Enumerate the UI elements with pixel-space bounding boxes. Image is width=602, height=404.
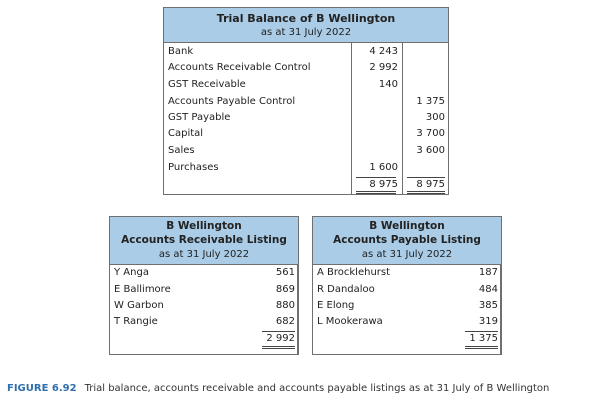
receivable-header: B Wellington Accounts Receivable Listing… xyxy=(110,217,298,265)
tb-row-label: GST Payable xyxy=(168,112,231,123)
tb-row-debit: 4 243 xyxy=(369,46,398,57)
tb-double-rule xyxy=(356,193,396,194)
figure-caption-text: Trial balance, accounts receivable and a… xyxy=(84,383,550,394)
tb-row-label: Accounts Payable Control xyxy=(168,96,296,107)
ap-double-rule xyxy=(465,346,498,347)
ap-row-value: 187 xyxy=(478,267,498,278)
tb-total-rule xyxy=(356,177,396,178)
ap-double-rule xyxy=(465,348,498,349)
ar-double-rule xyxy=(262,348,295,349)
tb-row-label: GST Receivable xyxy=(168,79,246,90)
receivable-subtitle: as at 31 July 2022 xyxy=(158,249,250,260)
tb-row-credit: 300 xyxy=(425,112,445,123)
ap-total-rule xyxy=(465,331,498,332)
trial-balance-title: Trial Balance of B Wellington xyxy=(216,12,396,25)
ar-row-label: W Garbon xyxy=(114,300,164,311)
tb-row-credit: 1 375 xyxy=(416,96,445,107)
figure-caption: FIGURE 6.92 Trial balance, accounts recei… xyxy=(7,383,549,394)
tb-total-rule xyxy=(407,177,445,178)
receivable-title-2: Accounts Receivable Listing xyxy=(121,234,287,246)
ap-row-label: R Dandaloo xyxy=(317,284,375,295)
payable-title-1: B Wellington xyxy=(369,220,445,232)
figure-label: FIGURE 6.92 xyxy=(7,383,77,394)
ap-row-label: E Elong xyxy=(317,300,355,311)
payable-title-2: Accounts Payable Listing xyxy=(333,234,481,246)
tb-double-rule xyxy=(407,191,445,192)
ar-row-value: 682 xyxy=(275,316,295,327)
ap-row-label: L Mookerawa xyxy=(317,316,383,327)
tb-row-label: Capital xyxy=(168,128,204,139)
payable-header: B Wellington Accounts Payable Listing as… xyxy=(313,217,501,265)
tb-total-credit: 8 975 xyxy=(416,179,445,190)
ap-row-value: 319 xyxy=(478,316,498,327)
ap-total: 1 375 xyxy=(469,333,498,344)
tb-row-credit: 3 700 xyxy=(416,128,445,139)
ap-column-divider xyxy=(500,265,501,354)
trial-balance-table: Trial Balance of B Wellington as at 31 J… xyxy=(163,7,449,195)
ar-total-rule xyxy=(262,331,295,332)
ar-row-value: 880 xyxy=(275,300,295,311)
tb-row-credit: 3 600 xyxy=(416,145,445,156)
receivable-title-1: B Wellington xyxy=(166,220,242,232)
ap-row-label: A Brocklehurst xyxy=(317,267,391,278)
receivable-listing-table: B Wellington Accounts Receivable Listing… xyxy=(109,216,299,355)
ap-row-value: 484 xyxy=(478,284,498,295)
tb-column-divider xyxy=(351,43,352,194)
tb-double-rule xyxy=(356,191,396,192)
trial-balance-header: Trial Balance of B Wellington as at 31 J… xyxy=(164,8,448,43)
ar-column-divider xyxy=(297,265,298,354)
ar-row-label: Y Anga xyxy=(114,267,149,278)
ar-row-value: 561 xyxy=(275,267,295,278)
ar-row-value: 869 xyxy=(275,284,295,295)
ar-total: 2 992 xyxy=(266,333,295,344)
tb-row-debit: 140 xyxy=(378,79,398,90)
tb-total-debit: 8 975 xyxy=(369,179,398,190)
ar-row-label: T Rangie xyxy=(114,316,158,327)
ar-double-rule xyxy=(262,346,295,347)
tb-row-label: Purchases xyxy=(168,162,219,173)
ap-row-value: 385 xyxy=(478,300,498,311)
ar-row-label: E Ballimore xyxy=(114,284,171,295)
tb-row-debit: 1 600 xyxy=(369,162,398,173)
tb-row-debit: 2 992 xyxy=(369,62,398,73)
trial-balance-subtitle: as at 31 July 2022 xyxy=(260,27,352,38)
payable-subtitle: as at 31 July 2022 xyxy=(361,249,453,260)
payable-listing-table: B Wellington Accounts Payable Listing as… xyxy=(312,216,502,355)
tb-double-rule xyxy=(407,193,445,194)
tb-row-label: Accounts Receivable Control xyxy=(168,62,311,73)
tb-column-divider xyxy=(402,43,403,194)
tb-row-label: Sales xyxy=(168,145,195,156)
tb-row-label: Bank xyxy=(168,46,194,57)
